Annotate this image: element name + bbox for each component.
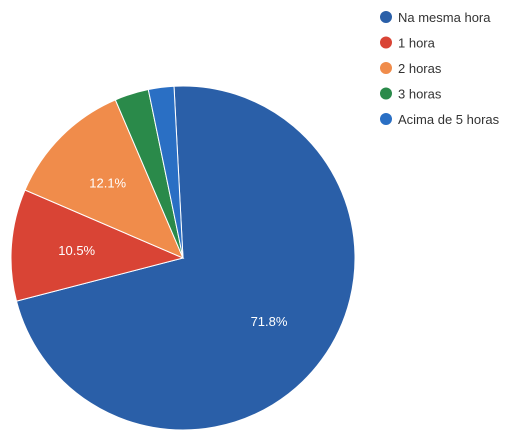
pie-slice-1-hora — [10, 189, 185, 302]
slice-label-2-horas: 12.1% — [89, 176, 126, 191]
legend-item-na-mesma-hora: Na mesma hora — [380, 10, 491, 25]
legend-swatch — [380, 36, 392, 49]
legend-label: Acima de 5 horas — [398, 112, 500, 127]
legend-swatch — [380, 113, 392, 125]
slice-label-1-hora: 10.5% — [58, 243, 95, 258]
legend-item-3-horas: 3 horas — [380, 87, 442, 102]
legend: Na mesma hora 1 hora 2 horas 3 horas Acima d… — [380, 10, 500, 127]
legend-item-1-hora: 1 hora — [380, 36, 436, 51]
legend-label: 1 hora — [398, 36, 436, 51]
pie-slice-labels: 71.8% 10.5% 12.1% — [58, 176, 288, 330]
pie-slices — [10, 85, 356, 431]
legend-label: Na mesma hora — [398, 10, 491, 25]
legend-swatch — [380, 87, 392, 100]
legend-label: 3 horas — [398, 87, 442, 102]
legend-swatch — [380, 11, 392, 23]
slice-label-na-mesma-hora: 71.8% — [251, 314, 288, 329]
pie-slice-2-horas — [24, 99, 184, 259]
legend-label: 2 horas — [398, 61, 442, 76]
legend-swatch — [380, 62, 392, 74]
legend-item-2-horas: 2 horas — [380, 61, 442, 76]
legend-item-acima-de-5-horas: Acima de 5 horas — [380, 112, 500, 127]
pie-slice-acima-de-5-horas — [147, 85, 184, 259]
pie-slice-na-mesma-hora — [15, 85, 356, 431]
